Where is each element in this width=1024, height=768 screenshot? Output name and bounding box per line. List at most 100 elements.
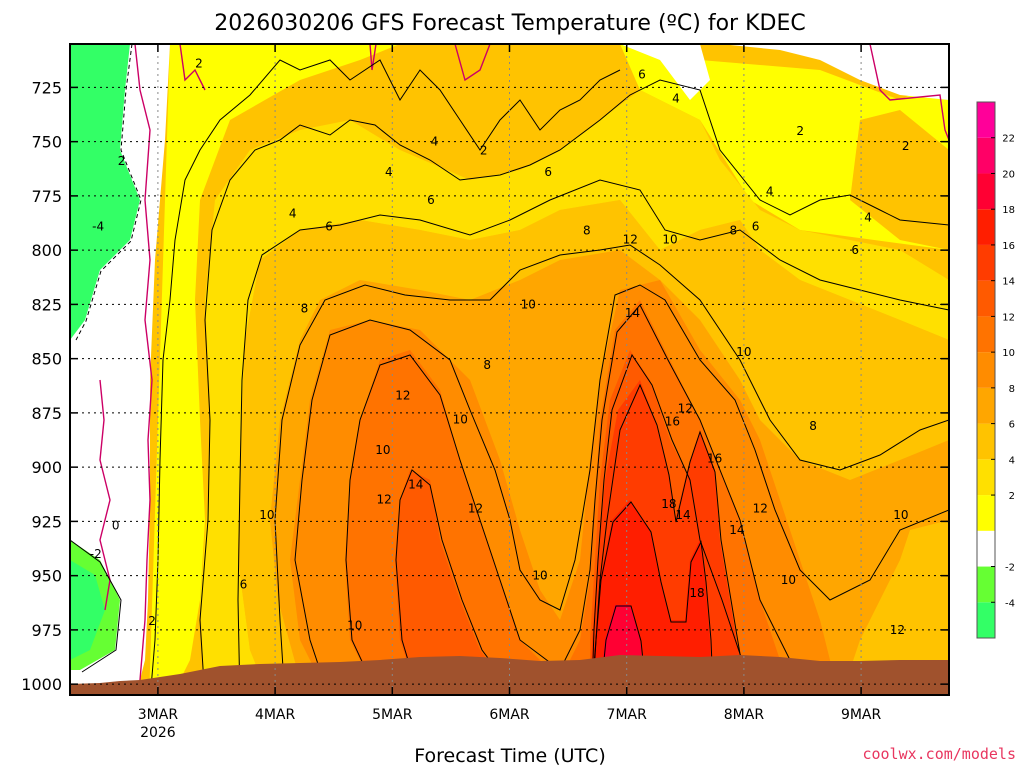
contour-label: 10 [259, 508, 274, 522]
band-minus4-minus2 [70, 44, 140, 660]
y-tick-label: 925 [31, 512, 62, 531]
y-tick-label: 775 [31, 187, 62, 206]
colorbar-label: 2 [1009, 491, 1015, 502]
contour-label: 2 [796, 124, 804, 138]
contour-label: 6 [325, 219, 333, 233]
x-tick-label: 3MAR [138, 707, 179, 723]
contour-label: 16 [665, 415, 680, 429]
colorbar-swatch [977, 602, 995, 638]
colorbar-swatch [977, 566, 995, 603]
colorbar-swatch [977, 530, 995, 567]
colorbar-swatch [977, 102, 995, 138]
colorbar-swatch [977, 316, 995, 353]
contour-label: -4 [92, 219, 104, 233]
contour-label: 14 [675, 508, 690, 522]
contour-label: 8 [483, 358, 491, 372]
contour-label: 10 [532, 569, 547, 583]
freezing-line [99, 44, 949, 681]
contour-label: 10 [893, 508, 908, 522]
colorbar-swatch [977, 280, 995, 317]
y-tick-label: 750 [31, 133, 62, 152]
contour-label: 10 [453, 412, 468, 426]
colorbar-swatch [977, 423, 995, 460]
contour-label: -2 [90, 547, 102, 561]
colorbar-label: 20 [1002, 169, 1015, 180]
contour-label: 10 [662, 232, 677, 246]
colorbar-swatch [977, 244, 995, 281]
band-2-4 [149, 44, 949, 695]
contour-label: 4 [431, 135, 439, 149]
x-axis-label: Forecast Time (UTC) [414, 745, 605, 767]
colorbar-label: 12 [1002, 312, 1015, 323]
colorbar-swatch [977, 137, 995, 174]
colorbar-label: 14 [1002, 277, 1015, 288]
contour-label: 4 [289, 206, 297, 220]
x-tick-label: 7MAR [607, 707, 648, 723]
contour-label: 14 [408, 478, 423, 492]
x-tick-sublabel: 2026 [140, 725, 176, 741]
contour-label: 10 [736, 345, 751, 359]
contour-label: 0 [112, 519, 120, 533]
y-tick-label: 825 [31, 295, 62, 314]
contour-label: 4 [672, 91, 680, 105]
contour-label: 18 [661, 497, 676, 511]
x-tick-label: 6MAR [489, 707, 530, 723]
contour-label: 6 [240, 577, 248, 591]
x-tick-label: 8MAR [724, 707, 765, 723]
y-tick-label: 900 [31, 458, 62, 477]
contour-label: 10 [375, 443, 390, 457]
colorbar-label: -4 [1005, 598, 1015, 609]
contour-label: 6 [427, 193, 435, 207]
colorbar-swatch [977, 352, 995, 388]
contour-label: 6 [544, 165, 552, 179]
band-6-8 [238, 200, 949, 695]
contour-label: 12 [678, 402, 693, 416]
y-tick-label: 1000 [21, 675, 62, 694]
colorbar-swatch [977, 173, 995, 210]
band-0-2 [70, 44, 949, 695]
x-tick-label: 5MAR [372, 707, 413, 723]
plot-frame [69, 43, 950, 696]
contour-label: 12 [890, 623, 905, 637]
gridlines [70, 44, 949, 695]
y-tick-label: 850 [31, 350, 62, 369]
contour-label: 8 [809, 419, 817, 433]
colorbar: -4 -2 2 4 6 8 10 12 14 16 18 20 22 [976, 101, 1015, 639]
contour-label: 14 [625, 306, 640, 320]
contour-label: 2 [902, 139, 910, 153]
x-axis: 3MAR 2026 4MAR 5MAR 6MAR 7MAR 8MAR 9MAR [138, 44, 882, 741]
contour-label: 6 [851, 243, 859, 257]
colorbar-swatch [977, 459, 995, 496]
y-axis: 725 750 775 800 825 850 875 900 925 950 975 1000 [21, 78, 949, 694]
contour-label: 12 [623, 232, 638, 246]
plot-area [70, 44, 949, 695]
y-tick-label: 950 [31, 567, 62, 586]
colorbar-label: 10 [1002, 348, 1015, 359]
contour-label: 12 [376, 493, 391, 507]
colorbar-frame [976, 101, 996, 639]
credit-text[interactable]: coolwx.com/models [862, 745, 1016, 763]
contour-label: 6 [638, 67, 646, 81]
contour-label: 4 [385, 165, 393, 179]
y-tick-label: 975 [31, 621, 62, 640]
contour-label: 18 [689, 586, 704, 600]
contour-label: 4 [864, 211, 872, 225]
colorbar-label: -2 [1005, 563, 1015, 574]
colorbar-swatch [977, 387, 995, 424]
chart-title: 2026030206 GFS Forecast Temperature (ºC)… [214, 11, 805, 36]
y-tick-label: 725 [31, 78, 62, 97]
contour-label: 8 [301, 302, 309, 316]
contour-label: 2 [480, 143, 488, 157]
contour-label: 10 [781, 573, 796, 587]
contour-label: 12 [395, 389, 410, 403]
contour-label: 16 [707, 451, 722, 465]
contour-label: 2 [118, 154, 126, 168]
contour-label: 8 [583, 224, 591, 238]
colorbar-label: 18 [1002, 205, 1015, 216]
contour-label: 2 [148, 614, 156, 628]
y-tick-label: 800 [31, 241, 62, 260]
contour-label: 12 [753, 501, 768, 515]
y-tick-label: 875 [31, 404, 62, 423]
